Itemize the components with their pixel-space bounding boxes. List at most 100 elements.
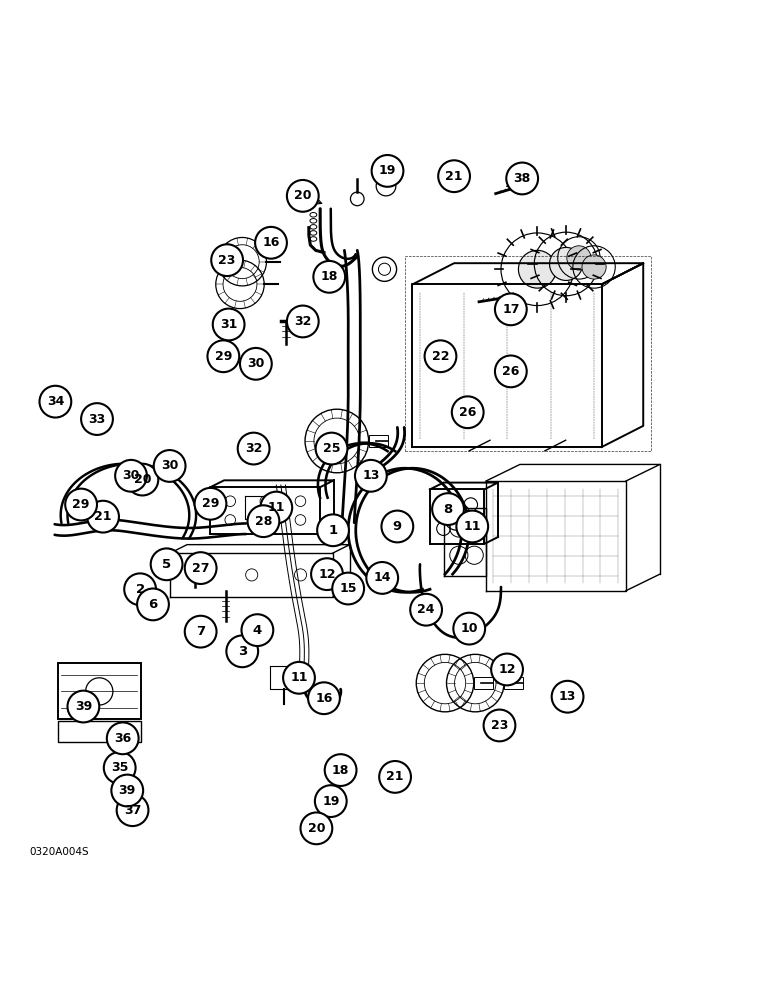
Circle shape bbox=[117, 794, 148, 826]
Bar bbox=[58, 663, 141, 719]
Text: 21: 21 bbox=[94, 510, 112, 523]
Circle shape bbox=[582, 255, 606, 279]
Circle shape bbox=[300, 812, 332, 844]
Text: 32: 32 bbox=[245, 442, 262, 455]
Circle shape bbox=[308, 682, 340, 714]
Circle shape bbox=[185, 552, 216, 584]
Circle shape bbox=[550, 247, 583, 280]
Circle shape bbox=[137, 589, 169, 620]
Text: 20: 20 bbox=[308, 822, 325, 835]
Polygon shape bbox=[368, 435, 388, 447]
Text: 2: 2 bbox=[136, 583, 144, 596]
Circle shape bbox=[456, 511, 488, 542]
Circle shape bbox=[410, 594, 442, 626]
Text: 25: 25 bbox=[323, 442, 340, 455]
Text: 9: 9 bbox=[393, 520, 402, 533]
Text: 35: 35 bbox=[111, 761, 128, 774]
Circle shape bbox=[379, 761, 411, 793]
Circle shape bbox=[453, 613, 485, 645]
Text: 18: 18 bbox=[332, 764, 349, 777]
Circle shape bbox=[260, 496, 271, 507]
Text: 8: 8 bbox=[443, 503, 452, 516]
Circle shape bbox=[127, 464, 158, 495]
Circle shape bbox=[491, 654, 523, 685]
Text: 26: 26 bbox=[502, 365, 520, 378]
Text: 16: 16 bbox=[262, 236, 279, 249]
Text: 20: 20 bbox=[134, 473, 151, 486]
Circle shape bbox=[225, 515, 235, 525]
Circle shape bbox=[287, 306, 319, 337]
Text: 5: 5 bbox=[162, 558, 171, 571]
Text: 12: 12 bbox=[498, 663, 516, 676]
Polygon shape bbox=[504, 677, 523, 689]
Text: 0320A004S: 0320A004S bbox=[29, 847, 89, 857]
Circle shape bbox=[438, 160, 470, 192]
Text: 27: 27 bbox=[192, 562, 209, 575]
Circle shape bbox=[107, 722, 139, 754]
Text: 17: 17 bbox=[502, 303, 520, 316]
Circle shape bbox=[452, 396, 483, 428]
Circle shape bbox=[483, 710, 516, 741]
Text: 7: 7 bbox=[196, 625, 205, 638]
Circle shape bbox=[208, 340, 239, 372]
Text: 29: 29 bbox=[215, 350, 232, 363]
Text: 29: 29 bbox=[201, 497, 219, 510]
Circle shape bbox=[248, 505, 279, 537]
Text: 33: 33 bbox=[88, 413, 106, 426]
Circle shape bbox=[381, 511, 413, 542]
Circle shape bbox=[295, 496, 306, 507]
Circle shape bbox=[81, 403, 113, 435]
Text: 21: 21 bbox=[386, 770, 404, 783]
Text: 11: 11 bbox=[268, 501, 285, 514]
Circle shape bbox=[552, 681, 584, 713]
Circle shape bbox=[567, 246, 591, 270]
Text: 39: 39 bbox=[75, 700, 92, 713]
Text: 18: 18 bbox=[320, 270, 338, 283]
Circle shape bbox=[295, 515, 306, 525]
Text: 13: 13 bbox=[559, 690, 576, 703]
Text: 29: 29 bbox=[73, 498, 90, 511]
Text: 39: 39 bbox=[119, 784, 136, 797]
Circle shape bbox=[185, 616, 216, 648]
Text: 19: 19 bbox=[379, 164, 396, 177]
Text: 13: 13 bbox=[362, 469, 380, 482]
Text: 6: 6 bbox=[148, 598, 157, 611]
Text: 10: 10 bbox=[460, 622, 478, 635]
Circle shape bbox=[226, 635, 258, 667]
Text: 15: 15 bbox=[340, 582, 357, 595]
Text: 36: 36 bbox=[114, 732, 131, 745]
Text: 23: 23 bbox=[491, 719, 508, 732]
Circle shape bbox=[495, 355, 527, 387]
Text: 31: 31 bbox=[220, 318, 237, 331]
Text: 14: 14 bbox=[374, 571, 391, 584]
Text: 30: 30 bbox=[161, 459, 178, 472]
Circle shape bbox=[332, 573, 364, 604]
Circle shape bbox=[124, 573, 156, 605]
Text: 28: 28 bbox=[255, 515, 272, 528]
Circle shape bbox=[238, 433, 269, 464]
Circle shape bbox=[111, 775, 143, 806]
Circle shape bbox=[283, 662, 315, 694]
Circle shape bbox=[255, 227, 287, 259]
Text: 32: 32 bbox=[294, 315, 311, 328]
Circle shape bbox=[65, 489, 97, 520]
Text: 26: 26 bbox=[459, 406, 476, 419]
Circle shape bbox=[195, 488, 226, 520]
Circle shape bbox=[260, 492, 292, 523]
Bar bbox=[58, 721, 141, 742]
Text: 12: 12 bbox=[318, 568, 336, 581]
Circle shape bbox=[154, 450, 185, 482]
Text: 11: 11 bbox=[290, 671, 308, 684]
Circle shape bbox=[325, 754, 357, 786]
Circle shape bbox=[367, 562, 398, 594]
Text: 38: 38 bbox=[513, 172, 531, 185]
Circle shape bbox=[103, 752, 136, 784]
Circle shape bbox=[151, 548, 182, 580]
Text: 1: 1 bbox=[328, 524, 337, 537]
Circle shape bbox=[355, 460, 387, 492]
Text: 24: 24 bbox=[418, 603, 435, 616]
Text: 34: 34 bbox=[46, 395, 64, 408]
Text: 23: 23 bbox=[218, 254, 235, 267]
Circle shape bbox=[240, 348, 272, 380]
Circle shape bbox=[371, 155, 404, 187]
